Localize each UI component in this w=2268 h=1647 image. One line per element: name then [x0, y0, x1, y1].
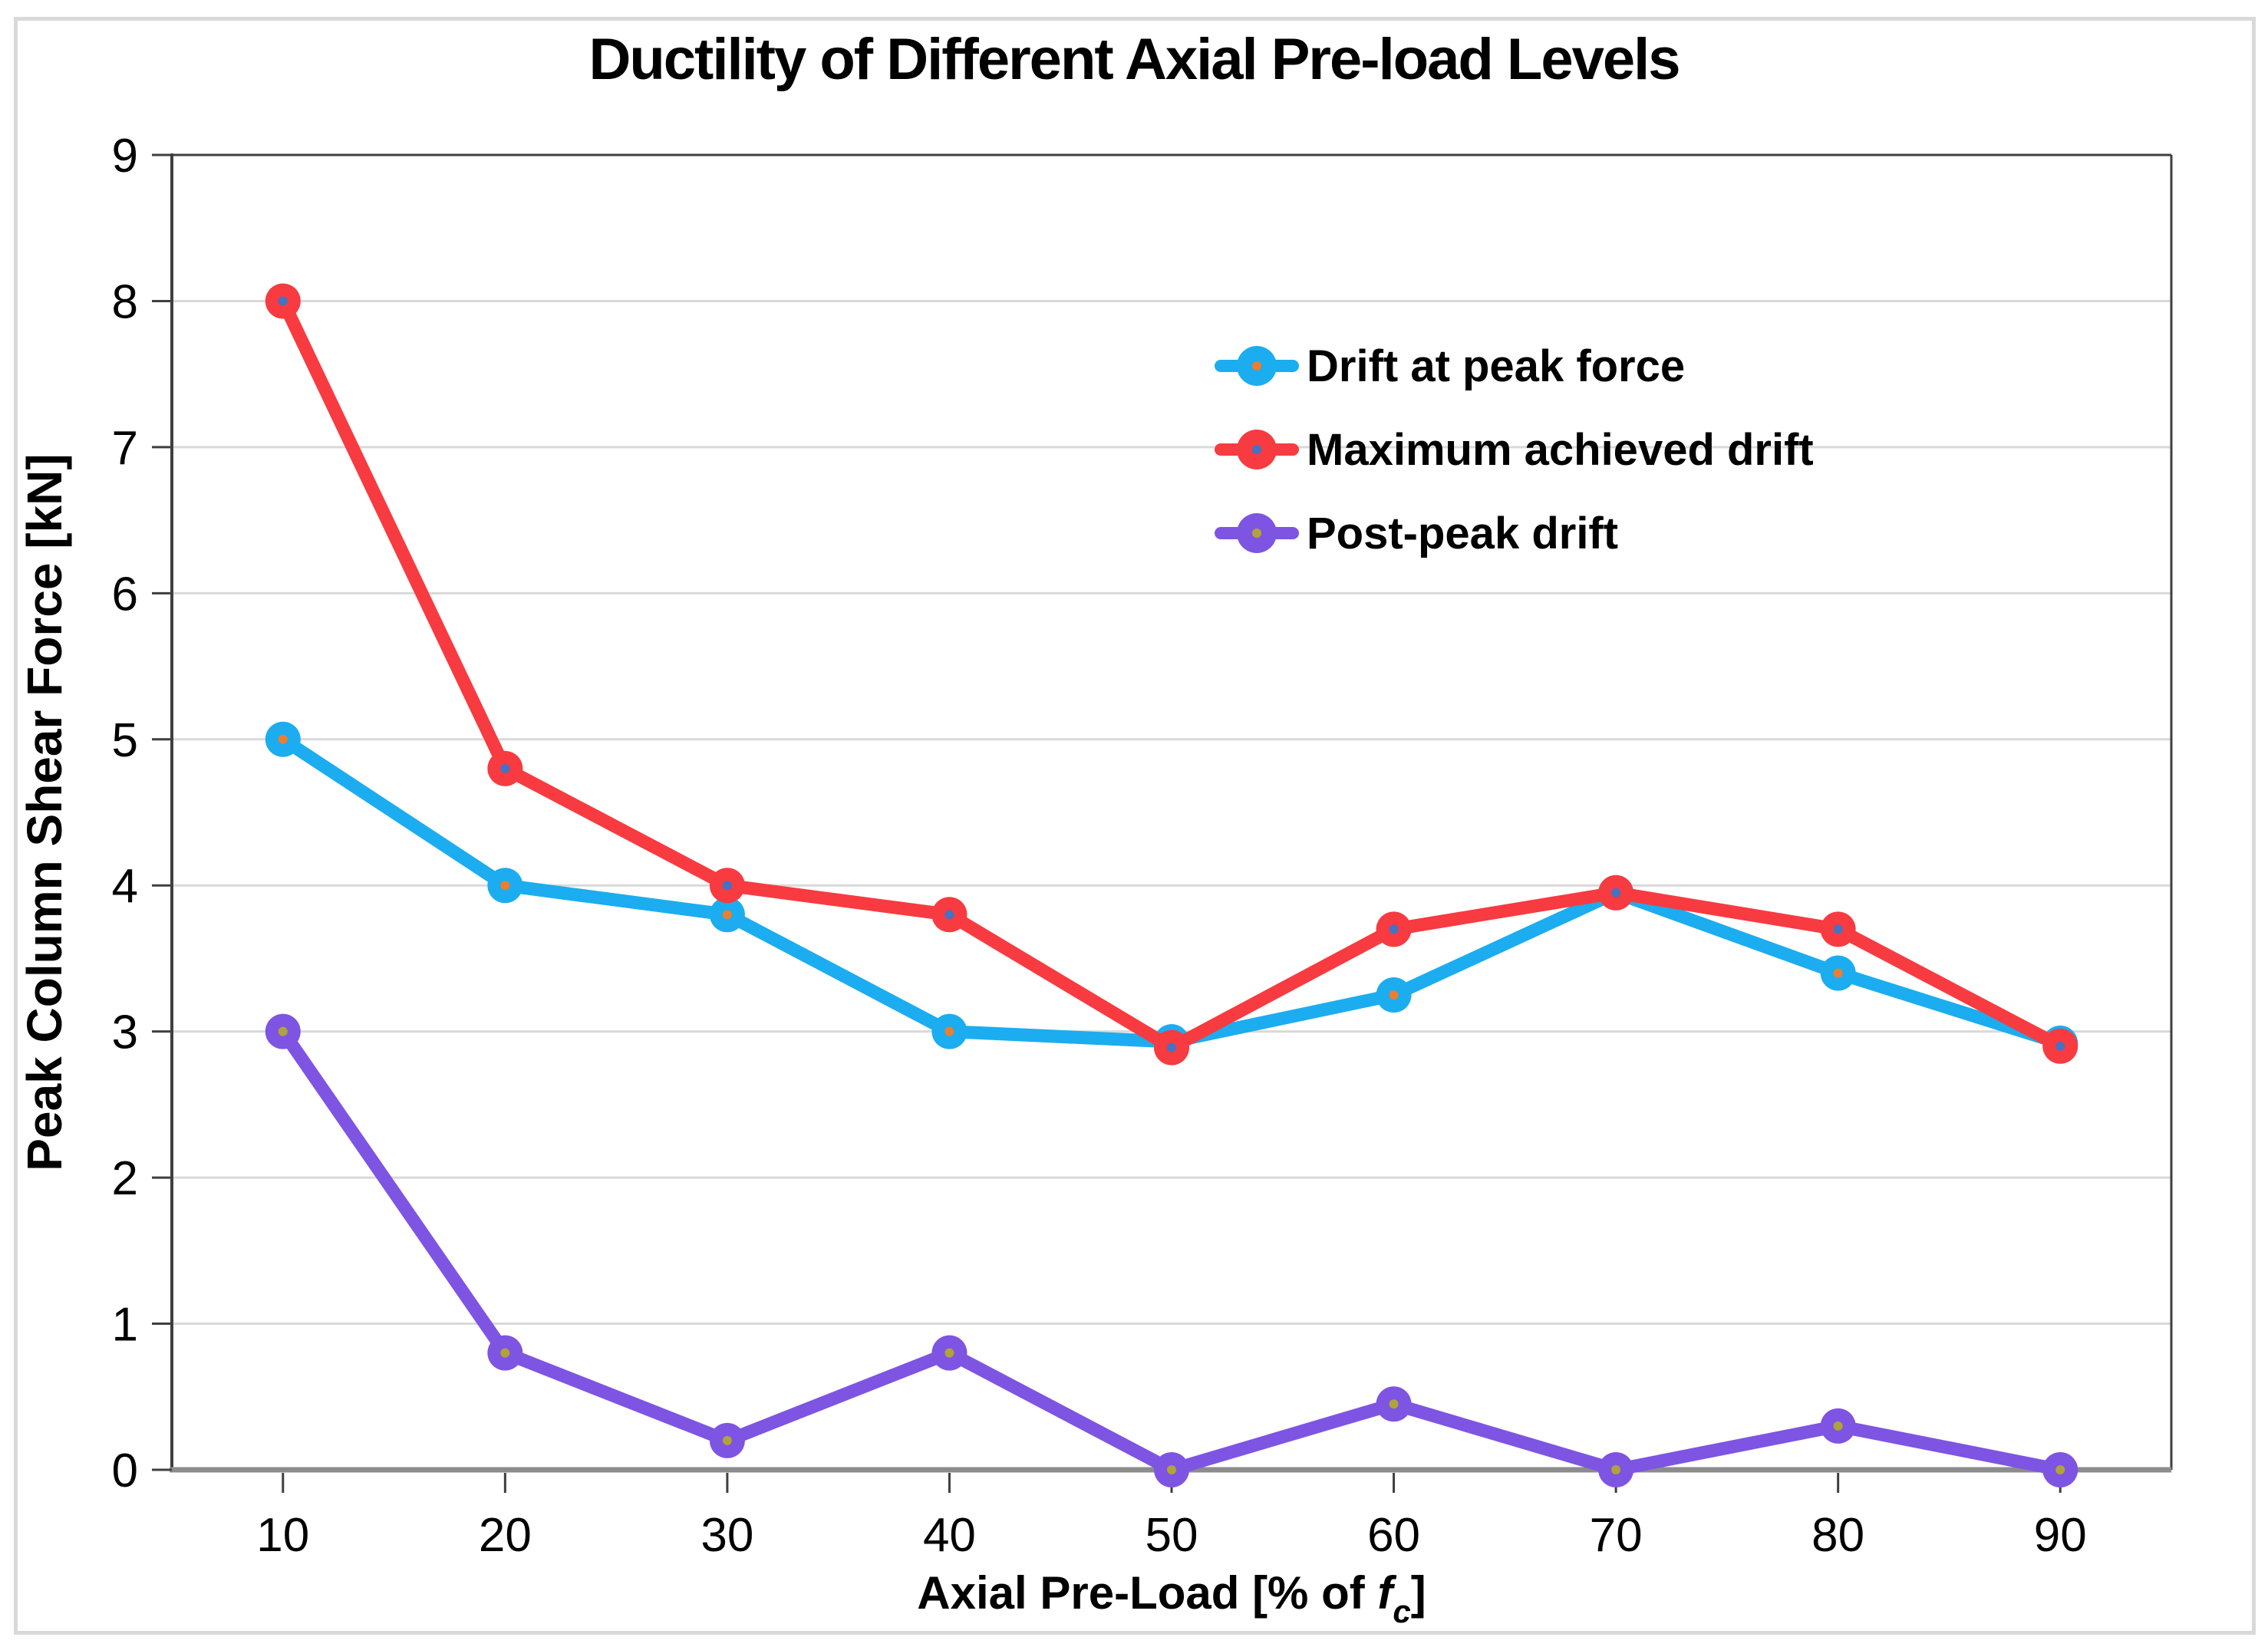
x-tick-label: 60	[1367, 1509, 1420, 1562]
series-line-2	[276, 1025, 2067, 1477]
x-tick-label: 70	[1590, 1509, 1643, 1562]
data-point-center-dot	[1833, 968, 1843, 978]
x-tick-label: 10	[256, 1509, 309, 1562]
line-marker-icon	[1215, 343, 1305, 389]
data-point-center-dot	[722, 881, 732, 891]
data-point-center-dot	[944, 1026, 954, 1036]
x-tick-label: 90	[2034, 1509, 2087, 1562]
y-tick-label: 6	[112, 568, 138, 621]
data-point-center-dot	[1611, 1465, 1621, 1474]
data-point-center-dot	[1389, 1399, 1399, 1409]
data-point-center-dot	[500, 1348, 510, 1358]
data-point-center-dot	[278, 1026, 288, 1036]
chart-title: Ductility of Different Axial Pre-load Le…	[588, 27, 1680, 92]
data-point-center-dot	[944, 1348, 954, 1358]
legend: Drift at peak force Maximum achieved dri…	[1215, 333, 1814, 584]
data-point-center-dot	[2055, 1465, 2065, 1474]
data-point-center-dot	[278, 734, 288, 744]
x-tick-label: 30	[701, 1509, 753, 1562]
x-tick-label: 50	[1146, 1509, 1198, 1562]
line-marker-icon	[1215, 510, 1305, 556]
data-point-center-dot	[2055, 1041, 2065, 1051]
data-point-center-dot	[944, 910, 954, 920]
data-point-center-dot	[1611, 888, 1621, 898]
x-axis-title: Axial Pre-Load [% of fc]	[917, 1567, 1426, 1629]
data-point-center-dot	[722, 910, 732, 920]
y-tick-label: 5	[112, 714, 138, 767]
y-tick-label: 0	[112, 1444, 138, 1497]
data-point-center-dot	[1833, 924, 1843, 934]
data-point-center-dot	[1389, 990, 1399, 1000]
y-tick-label: 1	[112, 1299, 138, 1352]
y-tick-label: 7	[112, 422, 138, 475]
legend-item-drift-at-peak-force: Drift at peak force	[1215, 333, 1814, 399]
y-tick-label: 8	[112, 275, 138, 328]
data-point-center-dot	[1833, 1421, 1843, 1431]
data-point-center-dot	[1167, 1465, 1176, 1474]
y-tick-label: 2	[112, 1152, 138, 1205]
data-point-center-dot	[1167, 1043, 1176, 1052]
data-point-center-dot	[278, 296, 288, 306]
legend-label: Post-peak drift	[1307, 508, 1619, 558]
x-tick-label: 20	[479, 1509, 532, 1562]
line-marker-icon	[1215, 427, 1305, 473]
data-point-center-dot	[1389, 924, 1399, 934]
data-point-center-dot	[500, 763, 510, 773]
y-tick-label: 3	[112, 1006, 138, 1059]
x-tick-label: 80	[1811, 1509, 1864, 1562]
data-point-center-dot	[722, 1435, 732, 1445]
legend-item-post-peak-drift: Post-peak drift	[1215, 500, 1814, 566]
legend-label: Drift at peak force	[1307, 341, 1686, 391]
x-tick-label: 40	[923, 1509, 976, 1562]
legend-item-maximum-achieved-drift: Maximum achieved drift	[1215, 417, 1814, 483]
y-tick-label: 9	[112, 130, 138, 183]
data-point-center-dot	[500, 881, 510, 891]
legend-label: Maximum achieved drift	[1307, 424, 1814, 475]
y-tick-label: 4	[112, 860, 138, 913]
y-axis-title: Peak Column Shear Force [kN]	[17, 453, 72, 1171]
chart-outer-frame	[14, 17, 2256, 1635]
